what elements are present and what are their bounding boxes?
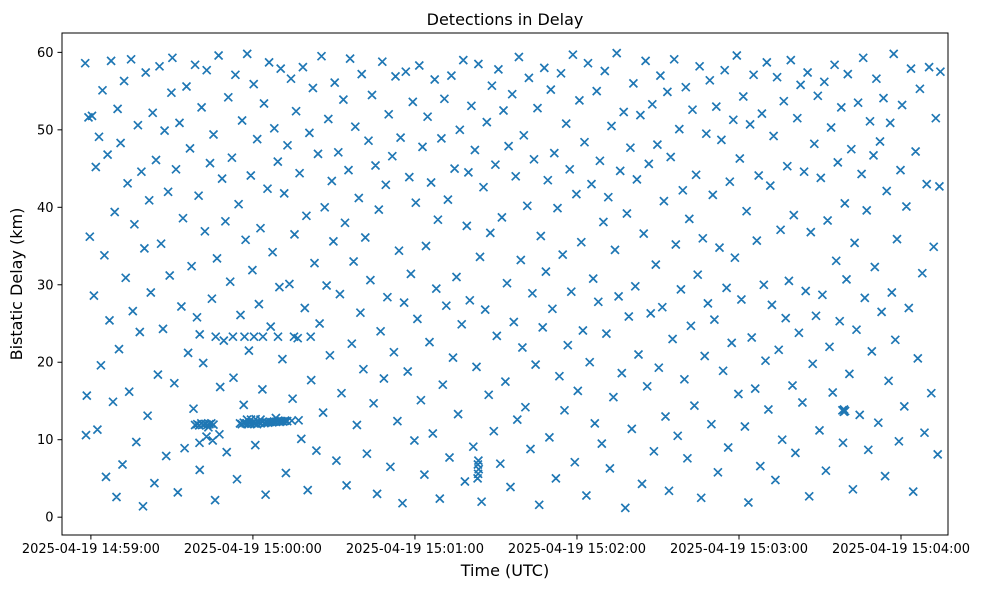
scatter-markers bbox=[80, 48, 946, 513]
y-tick-label: 30 bbox=[37, 278, 54, 293]
y-tick-label: 50 bbox=[37, 123, 54, 138]
x-axis-label: Time (UTC) bbox=[460, 561, 549, 580]
x-tick-label: 2025-04-19 14:59:00 bbox=[22, 542, 160, 557]
y-tick-label: 0 bbox=[45, 511, 53, 526]
y-axis-ticks: 0 10 20 30 40 50 60 bbox=[37, 46, 62, 526]
x-tick-label: 2025-04-19 15:03:00 bbox=[670, 542, 808, 557]
y-tick-label: 10 bbox=[37, 433, 54, 448]
y-axis-label: Bistatic Delay (km) bbox=[7, 208, 26, 361]
x-axis-ticks: 2025-04-19 14:59:00 2025-04-19 15:00:00 20… bbox=[22, 535, 970, 557]
x-tick-label: 2025-04-19 15:04:00 bbox=[832, 542, 970, 557]
plot-area bbox=[61, 32, 949, 536]
x-tick-label: 2025-04-19 15:00:00 bbox=[184, 542, 322, 557]
x-tick-label: 2025-04-19 15:01:00 bbox=[346, 542, 484, 557]
x-tick-label: 2025-04-19 15:02:00 bbox=[508, 542, 646, 557]
y-tick-label: 20 bbox=[37, 356, 54, 371]
y-tick-label: 40 bbox=[37, 201, 54, 216]
y-tick-label: 60 bbox=[37, 46, 54, 61]
chart-title: Detections in Delay bbox=[427, 10, 584, 29]
